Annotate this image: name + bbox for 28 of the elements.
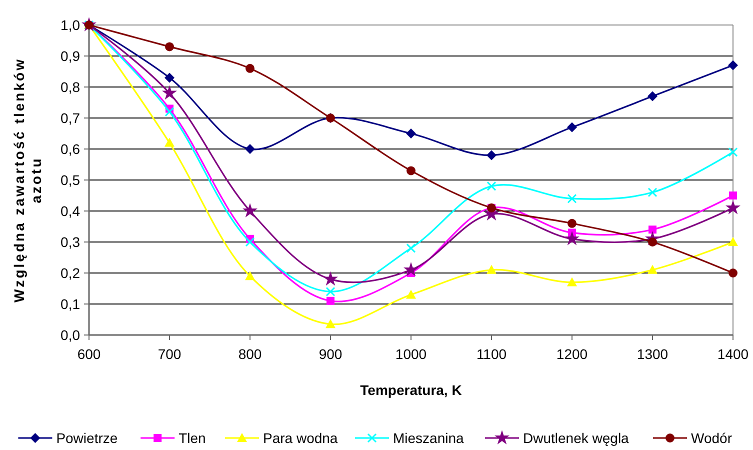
x-tick-label: 1200 [556, 346, 588, 362]
x-tick-label: 800 [238, 346, 262, 362]
legend-label: Dwutlenek węgla [523, 430, 630, 446]
x-tick-label: 1000 [395, 346, 427, 362]
x-tick-label: 600 [77, 346, 101, 362]
y-tick-label: 1,0 [60, 16, 80, 33]
y-tick-label: 0,2 [60, 264, 80, 281]
legend-label: Mieszanina [393, 430, 464, 446]
y-tick-label: 0,6 [60, 140, 80, 157]
legend-label: Para wodna [263, 430, 338, 446]
y-tick-label: 0,1 [60, 296, 80, 312]
x-tick-label: 1100 [476, 346, 507, 362]
y-tick-label: 0,5 [60, 172, 80, 188]
x-tick-label: 700 [158, 346, 182, 362]
legend-label: Tlen [178, 430, 206, 446]
x-tick-label: 1400 [717, 346, 749, 362]
y-tick-label: 0,3 [60, 234, 80, 250]
x-tick-label: 1300 [636, 346, 668, 362]
x-tick-label: 900 [318, 346, 342, 362]
y-tick-label: 0,0 [60, 326, 80, 343]
x-axis-title: Temperatura, K [360, 382, 462, 398]
y-tick-label: 0,8 [60, 78, 80, 95]
legend-label: Powietrze [56, 430, 118, 446]
y-tick-label: 0,9 [60, 48, 80, 64]
y-tick-label: 0,7 [60, 110, 80, 126]
y-tick-label: 0,4 [60, 202, 80, 219]
legend-label: Wodór [691, 430, 732, 446]
y-axis-title: Względna zawartość tlenków azotu [11, 58, 44, 302]
